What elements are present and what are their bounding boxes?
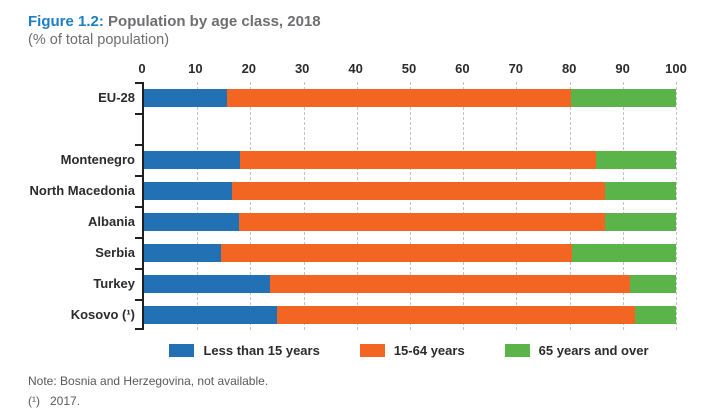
x-axis-tick-label: 90 (615, 61, 630, 76)
bar-segment (604, 181, 676, 200)
legend-swatch (169, 344, 195, 357)
axis-bracket-tick (135, 268, 142, 270)
bar-segment (144, 181, 232, 200)
x-axis-tick-label: 10 (188, 61, 203, 76)
legend-item: Less than 15 years (169, 343, 320, 358)
category-label: North Macedonia (29, 183, 135, 198)
chart-body: EU-28 Montenegro North Macedonia Albania Ser… (28, 82, 688, 330)
axis-bracket-tick (135, 82, 142, 84)
category-label: Turkey (93, 276, 135, 291)
axis-bracket-tick (135, 237, 142, 239)
bar-segment (238, 212, 606, 231)
figure-number-label: Figure 1.2: (28, 13, 104, 30)
legend-label: Less than 15 years (203, 343, 320, 358)
x-axis-tick-label: 50 (401, 61, 417, 76)
plot-area (135, 82, 677, 330)
bar-segment (634, 305, 676, 324)
gridline (622, 82, 624, 330)
bar-segment (231, 181, 605, 200)
legend-label: 65 years and over (538, 343, 649, 358)
figure-subtitle: (% of total population) (28, 32, 170, 48)
bar-row (144, 268, 676, 299)
footnote-marker: (¹) (28, 394, 40, 408)
axis-bracket-tick (135, 328, 142, 330)
x-axis-tick-label: 0 (138, 61, 146, 76)
x-axis-tick-label: 70 (508, 61, 524, 76)
legend-label: 15-64 years (393, 343, 465, 358)
bar-row (144, 175, 676, 206)
x-axis-labels: 0 10 20 30 40 50 60 70 80 90 100 (138, 61, 686, 78)
chart-note: Note: Bosnia and Herzegovina, not availa… (28, 374, 269, 388)
bar-segment (571, 243, 676, 262)
bar-segment (629, 274, 676, 293)
bar-segment (226, 88, 572, 107)
bar-segment (239, 150, 597, 169)
bar-row (144, 237, 676, 268)
bar-row-spacer (144, 113, 676, 144)
bar-segment (605, 212, 676, 231)
legend: Less than 15 years 15-64 years 65 years an… (142, 343, 676, 358)
bar-segment (144, 274, 270, 293)
bar-row (144, 206, 676, 237)
bar-segment (144, 243, 221, 262)
axis-bracket-tick (135, 113, 142, 115)
bar-segment (144, 150, 240, 169)
bar-row (144, 82, 676, 113)
x-axis-tick-label: 20 (241, 61, 257, 76)
figure-title: Population by age class, 2018 (103, 13, 321, 30)
bar-segment (144, 88, 227, 107)
legend-item: 15-64 years (359, 343, 465, 358)
gridline (303, 82, 305, 330)
x-axis-tick-label: 40 (348, 61, 363, 76)
chart-footnote: (¹) 2017. (28, 394, 688, 408)
footnote-text: 2017. (50, 394, 81, 408)
gridline (463, 82, 465, 330)
bar-segment (571, 88, 676, 107)
gridline (569, 82, 571, 330)
axis-bracket-tick (135, 299, 142, 301)
axis-bracket-tick (135, 144, 142, 146)
gridline (410, 82, 411, 330)
bar-row (144, 144, 676, 175)
category-label: Albania (88, 214, 135, 229)
bar-segment (144, 305, 277, 324)
category-label: Kosovo (¹) (70, 307, 135, 322)
category-axis: EU-28 Montenegro North Macedonia Albania Ser… (28, 82, 142, 330)
category-spacer (28, 113, 142, 144)
category-label: EU-28 (98, 90, 135, 105)
axis-bracket-tick (135, 175, 142, 177)
gridline (197, 82, 199, 330)
x-axis-tick-label: 80 (561, 61, 577, 76)
legend-swatch (359, 344, 385, 357)
gridline (356, 82, 358, 330)
category-label: Serbia (95, 245, 135, 260)
gridline (516, 82, 518, 330)
legend-item: 65 years and over (504, 343, 649, 358)
x-axis-tick-label: 100 (665, 61, 687, 76)
bar-segment (269, 274, 630, 293)
axis-bracket-tick (135, 206, 142, 208)
gridline (250, 82, 252, 330)
bar-segment (144, 212, 239, 231)
category-label: Montenegro (60, 152, 135, 167)
stacked-bar-chart: 0 10 20 30 40 50 60 70 80 90 100 EU-28 Montenegro No… (28, 61, 688, 330)
bar-segment (220, 243, 572, 262)
figure-header: Figure 1.2: Population by age class, 201… (28, 12, 688, 49)
x-axis-tick-label: 60 (455, 61, 470, 76)
bar-segment (596, 150, 676, 169)
bar-segment (277, 305, 635, 324)
x-axis-tick-label: 30 (294, 61, 310, 76)
gridline (676, 82, 677, 330)
legend-swatch (504, 344, 530, 357)
bar-row (144, 299, 676, 330)
